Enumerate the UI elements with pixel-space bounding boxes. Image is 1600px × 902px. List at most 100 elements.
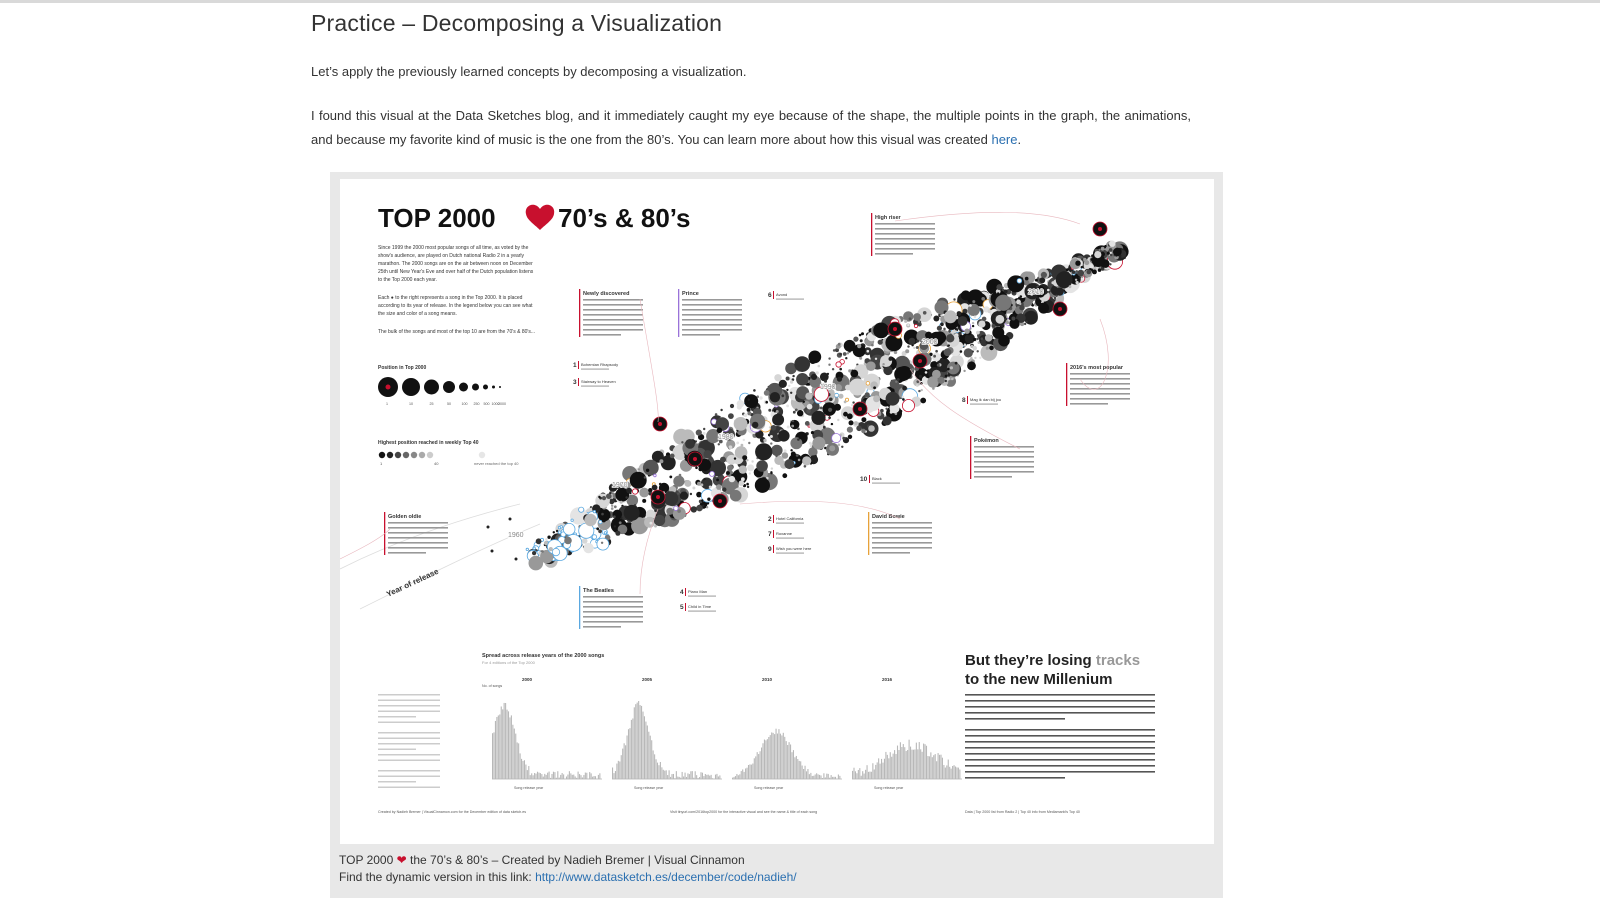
- histogram-bar: [810, 772, 812, 779]
- histogram-bar: [699, 777, 701, 779]
- histogram-bar: [863, 773, 865, 779]
- song-bubble: [770, 467, 774, 470]
- song-bubble: [541, 550, 544, 553]
- histogram-bar: [521, 758, 523, 779]
- song-bubble: [843, 411, 848, 417]
- song-bubble: [802, 456, 812, 466]
- song-bubble: [690, 506, 697, 513]
- annotation-text-line: [388, 522, 448, 524]
- song-bubble: [916, 339, 919, 343]
- song-bubble: [673, 475, 685, 487]
- losing-text-line: [965, 771, 1155, 773]
- side-note-line: [378, 748, 416, 750]
- song-bubble: [1019, 302, 1022, 306]
- song-bubble: [598, 529, 602, 534]
- annotation-text-line: [583, 616, 643, 618]
- histogram-bar: [853, 767, 855, 779]
- histogram-bar: [620, 755, 622, 779]
- song-bubble: [947, 344, 950, 347]
- song-bubble: [626, 494, 639, 507]
- histogram-bar: [619, 761, 621, 779]
- histogram-bar: [649, 735, 651, 779]
- histogram-bar: [691, 771, 693, 779]
- histogram-bar: [792, 750, 794, 779]
- dynamic-version-link[interactable]: http://www.datasketch.es/december/code/n…: [535, 870, 797, 884]
- annotation-text-line: [388, 547, 448, 549]
- histogram-bar: [667, 775, 669, 779]
- song-bubble: [608, 483, 618, 492]
- histogram-bar: [593, 776, 595, 779]
- song-bubble: [613, 525, 617, 528]
- song-bubble: [639, 487, 650, 498]
- song-bubble: [716, 478, 719, 482]
- song-bubble: [692, 486, 696, 490]
- histogram-bar: [734, 776, 736, 779]
- song-bubble: [917, 320, 921, 323]
- song-bubble: [789, 377, 792, 380]
- histogram-bar: [547, 772, 549, 779]
- histogram-bar: [816, 773, 818, 779]
- histogram-bar: [583, 775, 585, 779]
- legend-size-tick: 100: [462, 402, 468, 406]
- song-bubble: [837, 342, 841, 346]
- song-bubble: [769, 435, 773, 438]
- histogram-bar: [652, 750, 654, 779]
- histogram-xlabel: Song release year: [874, 786, 904, 790]
- histogram-bar: [750, 764, 752, 779]
- song-bubble: [673, 428, 690, 445]
- annotation-title: 2016's most popular: [1070, 365, 1124, 371]
- annotation-title: Pokémon: [974, 438, 999, 444]
- song-bubble: [770, 471, 773, 474]
- song-bubble: [716, 484, 722, 490]
- top-song-bubble-center: [656, 495, 660, 499]
- song-bubble: [981, 316, 987, 322]
- histogram-bar: [892, 753, 894, 779]
- histogram-bar: [885, 751, 887, 779]
- song-bubble: [783, 449, 787, 453]
- song-bubble: [932, 369, 941, 379]
- song-bubble: [946, 361, 960, 375]
- ranked-song-title: Roxanne: [776, 531, 793, 536]
- annotation-text-line: [1070, 398, 1130, 400]
- histogram-bar: [716, 773, 718, 779]
- histogram-bar: [798, 760, 800, 779]
- song-bubble: [819, 372, 829, 382]
- here-link[interactable]: here: [991, 132, 1018, 147]
- song-bubble: [857, 344, 862, 349]
- song-bubble: [555, 529, 559, 533]
- song-bubble: [804, 421, 810, 426]
- histogram-bar: [494, 720, 496, 779]
- song-bubble: [877, 339, 883, 345]
- histogram-bar: [771, 732, 773, 779]
- histogram-bar: [656, 762, 659, 779]
- song-bubble: [1075, 270, 1079, 273]
- histogram-bar: [740, 771, 742, 779]
- song-bubble: [944, 374, 948, 378]
- song-bubble: [981, 297, 985, 301]
- song-bubble: [746, 482, 749, 486]
- song-bubble: [557, 530, 562, 535]
- song-bubble: [856, 425, 862, 432]
- histogram-bar: [797, 759, 799, 779]
- song-bubble: [669, 475, 673, 479]
- histogram-bar: [937, 753, 939, 779]
- histogram-bar: [832, 776, 834, 779]
- song-bubble: [948, 327, 952, 330]
- legend-size-tick: 25: [430, 402, 434, 406]
- histogram-bar: [772, 732, 774, 779]
- song-bubble: [916, 330, 929, 343]
- histogram-bar: [706, 774, 708, 779]
- annotation-title: Newly discovered: [583, 291, 629, 297]
- legend-color-tick: 1: [380, 461, 383, 466]
- ranked-song-number: 6: [768, 292, 772, 299]
- song-bubble: [907, 345, 910, 348]
- legend-size-dot: [499, 386, 501, 388]
- ranked-song-artist: [872, 482, 900, 484]
- histogram-bar: [912, 749, 914, 779]
- histogram-bar: [908, 739, 910, 779]
- song-bubble: [728, 413, 734, 419]
- song-bubble: [746, 459, 749, 462]
- histogram-bar: [930, 752, 932, 779]
- histogram-bar: [592, 776, 594, 779]
- annotation-text-line: [872, 522, 932, 524]
